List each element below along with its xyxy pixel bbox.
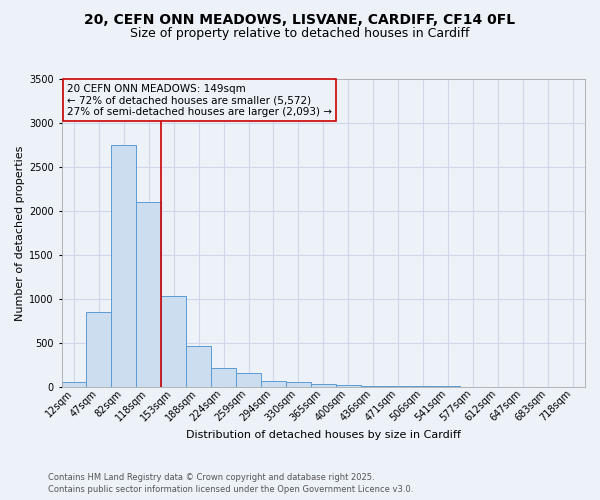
- Text: Size of property relative to detached houses in Cardiff: Size of property relative to detached ho…: [130, 28, 470, 40]
- Text: 20, CEFN ONN MEADOWS, LISVANE, CARDIFF, CF14 0FL: 20, CEFN ONN MEADOWS, LISVANE, CARDIFF, …: [85, 12, 515, 26]
- Text: 20 CEFN ONN MEADOWS: 149sqm
← 72% of detached houses are smaller (5,572)
27% of : 20 CEFN ONN MEADOWS: 149sqm ← 72% of det…: [67, 84, 332, 117]
- Bar: [112, 145, 136, 386]
- Text: Contains HM Land Registry data © Crown copyright and database right 2025.: Contains HM Land Registry data © Crown c…: [48, 472, 374, 482]
- Text: Contains public sector information licensed under the Open Government Licence v3: Contains public sector information licen…: [48, 485, 413, 494]
- Bar: [62, 382, 86, 386]
- Bar: [161, 296, 186, 386]
- Bar: [286, 382, 311, 386]
- X-axis label: Distribution of detached houses by size in Cardiff: Distribution of detached houses by size …: [186, 430, 461, 440]
- Bar: [336, 385, 361, 386]
- Y-axis label: Number of detached properties: Number of detached properties: [15, 145, 25, 320]
- Bar: [236, 374, 261, 386]
- Bar: [136, 202, 161, 386]
- Bar: [186, 346, 211, 387]
- Bar: [86, 312, 112, 386]
- Bar: [211, 368, 236, 386]
- Bar: [261, 382, 286, 386]
- Bar: [311, 384, 336, 386]
